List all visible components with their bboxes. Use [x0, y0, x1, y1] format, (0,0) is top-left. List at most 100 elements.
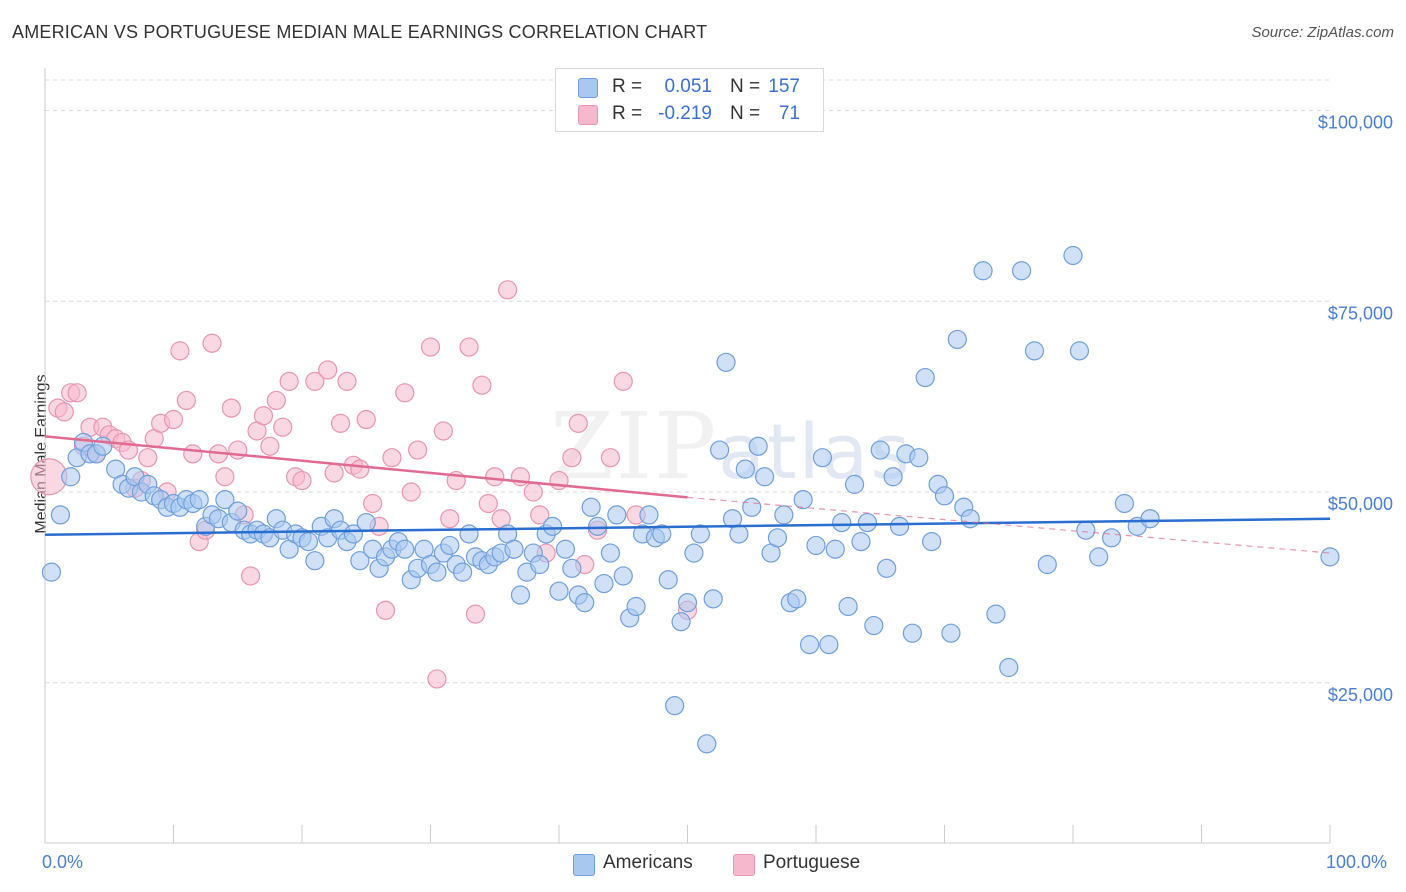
portuguese-point	[324, 463, 344, 483]
portuguese-point	[215, 467, 235, 487]
americans-point	[690, 524, 710, 544]
portuguese-point	[472, 375, 492, 395]
americans-point	[851, 532, 871, 552]
americans-point	[947, 329, 967, 350]
bottom-legend-label-americans: Americans	[603, 852, 693, 873]
americans-point	[581, 497, 601, 517]
americans-point	[774, 505, 794, 525]
bottom-legend-swatch-portuguese	[733, 854, 755, 876]
portuguese-point	[337, 371, 357, 391]
y-tick-label-2: $75,000	[1328, 303, 1393, 323]
americans-point	[922, 532, 942, 552]
americans-point	[395, 539, 415, 559]
americans-point	[587, 516, 608, 536]
portuguese-point	[523, 482, 543, 502]
americans-point	[639, 505, 659, 525]
americans-point	[298, 532, 319, 552]
portuguese-point	[613, 371, 633, 391]
portuguese-point	[67, 383, 87, 403]
americans-point	[986, 604, 1006, 624]
americans-trend-line	[44, 517, 1331, 536]
americans-point	[658, 570, 678, 590]
americans-point	[742, 497, 762, 517]
portuguese-point	[163, 409, 184, 430]
americans-point	[832, 512, 852, 533]
x-axis	[44, 68, 1331, 844]
americans-point	[844, 474, 865, 494]
portuguese-point	[408, 440, 428, 460]
grid-lines	[45, 79, 1330, 684]
americans-point	[684, 543, 704, 563]
portuguese-point	[241, 566, 261, 586]
correlation-legend: R = 0.051 N = 157 R = -0.219 N = 71	[555, 68, 824, 132]
legend-n-value: 71	[778, 103, 800, 124]
americans-point	[941, 623, 961, 643]
americans-point	[799, 635, 820, 655]
series-americans-points	[41, 245, 1340, 754]
portuguese-point	[292, 470, 312, 491]
americans-point	[677, 593, 698, 613]
legend-swatch-americans	[578, 78, 598, 98]
americans-point	[305, 551, 325, 571]
portuguese-point	[478, 493, 498, 514]
americans-point	[838, 596, 858, 617]
americans-point	[350, 551, 370, 571]
legend-r-value: -0.219	[658, 103, 712, 124]
americans-point	[600, 543, 621, 563]
americans-point	[1037, 554, 1057, 575]
portuguese-point	[183, 444, 203, 464]
portuguese-point	[568, 413, 588, 433]
americans-point	[555, 539, 576, 559]
americans-point	[542, 516, 563, 536]
americans-point	[883, 467, 903, 487]
portuguese-point	[433, 421, 453, 441]
americans-point	[1140, 509, 1160, 529]
legend-n-label: N =	[730, 76, 761, 97]
americans-point	[902, 623, 922, 643]
americans-point	[877, 558, 897, 578]
portuguese-point	[279, 371, 299, 391]
americans-point	[510, 585, 531, 605]
americans-point	[812, 448, 833, 468]
americans-point	[735, 459, 755, 479]
y-tick-labels: $25,000 $50,000 $75,000 $100,000	[1318, 113, 1393, 705]
portuguese-point	[382, 448, 402, 468]
americans-point	[1320, 547, 1340, 567]
legend-r-value: 0.051	[664, 76, 712, 97]
americans-point	[915, 367, 935, 388]
portuguese-point	[440, 509, 460, 529]
portuguese-point	[530, 505, 550, 525]
americans-point	[934, 486, 955, 506]
americans-point	[1024, 341, 1045, 361]
americans-point	[697, 734, 717, 754]
americans-point	[889, 516, 910, 536]
americans-point	[607, 505, 627, 525]
portuguese-point	[356, 409, 376, 430]
americans-point	[748, 436, 768, 456]
y-tick-label-0: $25,000	[1328, 685, 1393, 705]
americans-point	[671, 612, 691, 632]
americans-point	[793, 490, 813, 510]
americans-point	[703, 589, 723, 609]
series-portuguese-points	[30, 280, 698, 689]
americans-point	[562, 558, 582, 578]
y-tick-label-3: $100,000	[1318, 113, 1393, 133]
x-tick-label-min: 0.0%	[42, 852, 84, 872]
americans-point	[754, 467, 775, 487]
americans-point	[1114, 493, 1135, 514]
americans-point	[50, 505, 71, 525]
portuguese-point	[266, 390, 286, 411]
americans-point	[806, 535, 826, 556]
americans-point	[504, 539, 524, 559]
americans-point	[999, 657, 1019, 678]
portuguese-point	[420, 337, 441, 357]
americans-point	[767, 528, 788, 548]
legend-n-value: 157	[768, 76, 800, 97]
americans-point	[864, 615, 884, 636]
portuguese-point	[498, 280, 518, 300]
trend-lines	[44, 435, 1331, 554]
portuguese-point	[330, 413, 351, 433]
chart-title: AMERICAN VS PORTUGUESE MEDIAN MALE EARNI…	[12, 22, 708, 42]
portuguese-point	[395, 383, 415, 403]
